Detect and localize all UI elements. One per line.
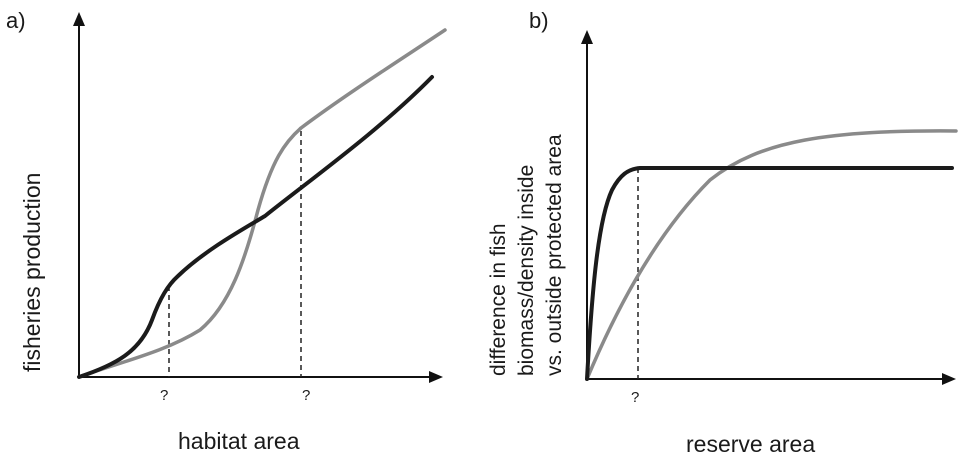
panel-b-dark-curve [585, 166, 954, 381]
panel-b-x-axis-arrow [942, 373, 956, 385]
panel-b-label: b) [529, 8, 549, 33]
panel-a-y-axis-label: fisheries production [19, 173, 45, 372]
panel-a: a) ? ? habitat area fisheries production [6, 8, 447, 454]
panel-b-y-axis-arrow [581, 30, 593, 44]
panel-a-dark-curve [77, 75, 434, 379]
panel-b-question-mark: ? [631, 389, 639, 406]
panel-a-question-mark-2: ? [302, 387, 310, 404]
panel-b-x-axis-label: reserve area [686, 431, 815, 457]
panel-a-question-mark-1: ? [160, 387, 168, 404]
panel-a-x-axis-arrow [429, 371, 443, 383]
panel-b: b) ? reserve area difference in fish bio… [487, 8, 958, 457]
panel-b-grey-curve [585, 129, 958, 381]
panel-b-y-axis-label-line-2: biomass/density inside [515, 165, 538, 376]
panel-a-label: a) [6, 8, 26, 33]
panel-a-grey-curve [77, 28, 447, 379]
panel-a-y-axis-arrow [73, 12, 85, 26]
panel-b-y-axis-label-line-1: difference in fish [487, 223, 510, 376]
panel-a-x-axis-label: habitat area [178, 428, 300, 454]
panel-b-y-axis-label-line-3: vs. outside protected area [543, 134, 566, 376]
